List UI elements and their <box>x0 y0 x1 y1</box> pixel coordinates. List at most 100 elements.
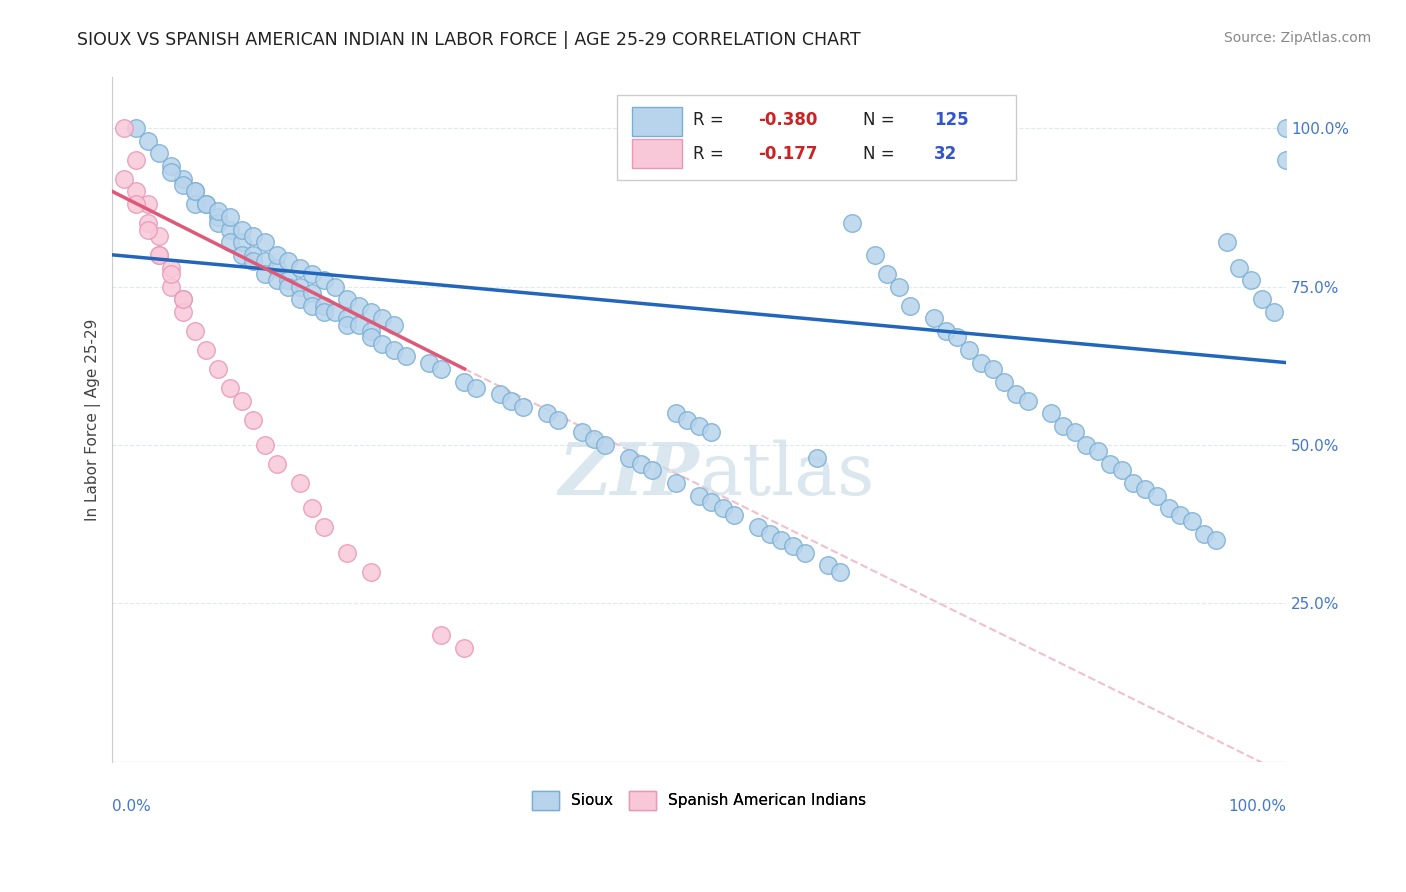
Point <box>1005 387 1028 401</box>
Point <box>136 216 159 230</box>
Point <box>207 362 229 376</box>
Point <box>325 305 347 319</box>
Point <box>782 539 804 553</box>
Point <box>1275 121 1298 136</box>
Text: atlas: atlas <box>699 439 875 509</box>
Point <box>688 489 710 503</box>
Point <box>665 475 688 490</box>
Point <box>160 159 183 173</box>
Point <box>336 318 359 332</box>
Point <box>301 501 323 516</box>
Point <box>512 400 534 414</box>
Point <box>1205 533 1227 547</box>
Point <box>218 222 240 236</box>
Point <box>382 318 405 332</box>
Point <box>347 299 370 313</box>
Point <box>582 432 605 446</box>
Point <box>172 305 194 319</box>
Point <box>1052 419 1074 434</box>
Point <box>288 292 311 306</box>
Point <box>242 228 264 243</box>
Point <box>360 330 382 344</box>
Point <box>312 299 335 313</box>
Point <box>301 285 323 300</box>
Point <box>347 318 370 332</box>
Point <box>195 197 218 211</box>
Point <box>1122 475 1144 490</box>
Point <box>312 273 335 287</box>
Point <box>770 533 793 547</box>
Point <box>595 438 617 452</box>
Point <box>172 292 194 306</box>
Point <box>360 324 382 338</box>
Text: SIOUX VS SPANISH AMERICAN INDIAN IN LABOR FORCE | AGE 25-29 CORRELATION CHART: SIOUX VS SPANISH AMERICAN INDIAN IN LABO… <box>77 31 860 49</box>
Point <box>688 419 710 434</box>
FancyBboxPatch shape <box>617 95 1017 180</box>
Point <box>160 279 183 293</box>
Point <box>231 222 253 236</box>
Point <box>1170 508 1192 522</box>
Point <box>266 273 288 287</box>
Point <box>125 153 148 167</box>
Point <box>1181 514 1204 528</box>
Point <box>1157 501 1180 516</box>
Point <box>1098 457 1121 471</box>
Point <box>641 463 664 477</box>
Point <box>183 185 205 199</box>
Point <box>876 267 898 281</box>
Point <box>536 406 558 420</box>
Point <box>253 438 276 452</box>
Point <box>957 343 980 357</box>
Point <box>1275 153 1298 167</box>
FancyBboxPatch shape <box>633 107 682 136</box>
Point <box>935 324 957 338</box>
Point <box>172 178 194 193</box>
Point <box>900 299 922 313</box>
Text: ZIP: ZIP <box>558 439 699 510</box>
Point <box>183 185 205 199</box>
Text: R =: R = <box>693 145 730 163</box>
Point <box>700 425 723 440</box>
Point <box>617 450 640 465</box>
Legend: Sioux, Spanish American Indians: Sioux, Spanish American Indians <box>526 785 873 816</box>
Point <box>148 248 170 262</box>
Point <box>231 393 253 408</box>
Point <box>301 267 323 281</box>
Point <box>922 311 945 326</box>
Point <box>253 235 276 250</box>
Point <box>183 324 205 338</box>
Point <box>430 628 453 642</box>
Point <box>488 387 510 401</box>
Point <box>970 355 993 369</box>
Point <box>1133 483 1156 497</box>
Point <box>418 355 440 369</box>
Point <box>501 393 523 408</box>
Point <box>136 222 159 236</box>
Point <box>218 235 240 250</box>
Point <box>125 121 148 136</box>
Point <box>312 305 335 319</box>
Point <box>325 279 347 293</box>
Point <box>125 197 148 211</box>
Point <box>277 279 299 293</box>
Point <box>266 457 288 471</box>
Point <box>136 134 159 148</box>
Point <box>242 254 264 268</box>
Text: Source: ZipAtlas.com: Source: ZipAtlas.com <box>1223 31 1371 45</box>
Point <box>266 260 288 275</box>
Point <box>242 248 264 262</box>
Point <box>676 412 699 426</box>
Point <box>253 254 276 268</box>
Point <box>371 311 394 326</box>
Point <box>430 362 453 376</box>
Point <box>160 260 183 275</box>
Text: N =: N = <box>863 145 896 163</box>
Point <box>1063 425 1085 440</box>
Text: N =: N = <box>863 111 896 128</box>
Point <box>547 412 569 426</box>
Point <box>288 279 311 293</box>
Point <box>218 210 240 224</box>
Y-axis label: In Labor Force | Age 25-29: In Labor Force | Age 25-29 <box>86 318 101 521</box>
Point <box>1040 406 1063 420</box>
Point <box>231 235 253 250</box>
